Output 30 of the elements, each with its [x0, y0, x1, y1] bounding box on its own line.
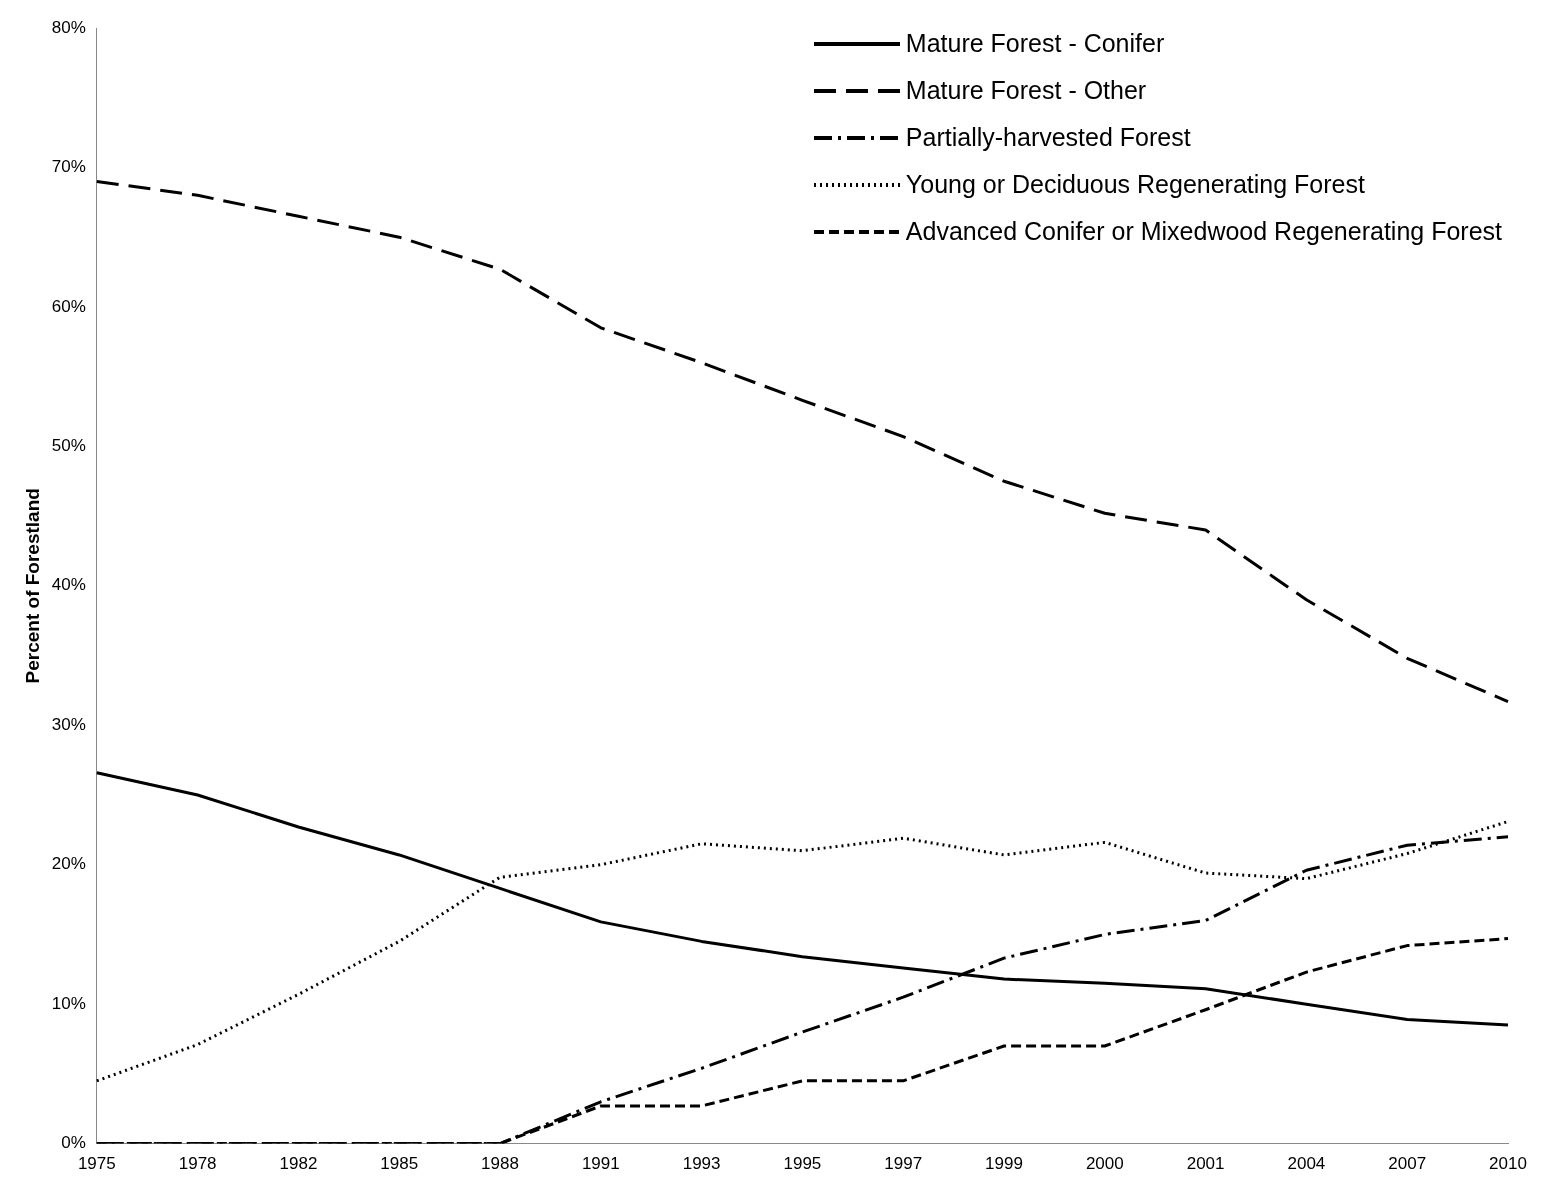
- y-tick-label: 40%: [51, 575, 86, 595]
- x-tick-label: 1982: [279, 1154, 318, 1174]
- y-tick-label: 80%: [51, 17, 86, 37]
- x-tick-label: 1993: [682, 1154, 721, 1174]
- y-tick-label: 60%: [51, 296, 86, 316]
- legend-label: Mature Forest - Conifer: [905, 29, 1165, 58]
- y-axis-title: Percent of Forestland: [21, 488, 43, 684]
- y-tick-label: 70%: [51, 157, 86, 177]
- legend-label: Partially-harvested Forest: [905, 123, 1191, 152]
- x-tick-label: 1988: [481, 1154, 519, 1174]
- x-tick-label: 1995: [783, 1154, 822, 1174]
- x-tick-label: 2010: [1489, 1154, 1527, 1174]
- x-tick-label: 1975: [77, 1154, 116, 1174]
- y-tick-label: 30%: [51, 714, 86, 734]
- x-tick-label: 2000: [1085, 1154, 1124, 1174]
- x-tick-label: 1997: [884, 1154, 923, 1174]
- y-tick-label: 50%: [51, 436, 86, 456]
- x-tick-label: 2001: [1186, 1154, 1225, 1174]
- y-tick-label: 20%: [51, 854, 86, 874]
- x-tick-label: 2004: [1287, 1154, 1326, 1174]
- legend-label: Mature Forest - Other: [905, 76, 1147, 105]
- x-tick-label: 1999: [985, 1154, 1023, 1174]
- x-tick-label: 1991: [581, 1154, 620, 1174]
- legend-label: Advanced Conifer or Mixedwood Regenerating Forest: [905, 217, 1502, 246]
- x-tick-label: 1978: [178, 1154, 217, 1174]
- x-tick-label: 1985: [380, 1154, 419, 1174]
- y-tick-label: 0%: [61, 1133, 86, 1153]
- x-tick-label: 2007: [1388, 1154, 1427, 1174]
- legend-label: Young or Deciduous Regenerating Forest: [905, 170, 1365, 199]
- y-tick-label: 10%: [51, 993, 86, 1013]
